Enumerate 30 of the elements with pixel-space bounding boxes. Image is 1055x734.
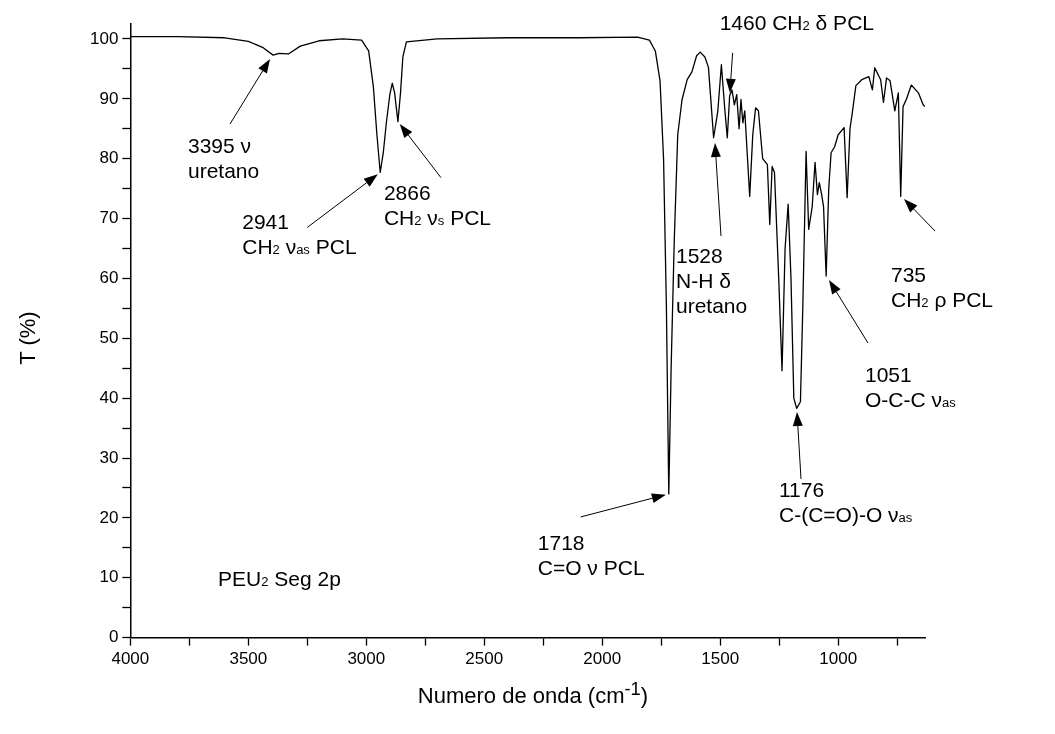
annotation: 1051 O-C-C νas — [865, 363, 957, 412]
x-tick-label: 2500 — [465, 649, 504, 669]
y-tick-label: 90 — [99, 88, 119, 108]
x-tick-label: 4000 — [111, 649, 150, 669]
annotation: 3395 ν uretano — [188, 134, 260, 183]
annotation: 1460 CH2 δ PCL — [719, 11, 874, 35]
y-tick-label: 60 — [99, 268, 119, 288]
y-tick-label: 40 — [99, 387, 119, 407]
y-tick-label: 30 — [99, 447, 119, 467]
x-tick-label: 1000 — [819, 649, 858, 669]
y-tick-label: 10 — [99, 567, 119, 587]
annotation: 2941 CH2 νas PCL — [242, 209, 357, 258]
annotation: 735 CH2 ρ PCL — [891, 263, 994, 312]
x-axis-title: Numero de onda (cm$^{-1}$) — [416, 678, 650, 710]
y-tick-label: 70 — [99, 208, 119, 228]
y-tick-label: 50 — [99, 327, 119, 347]
annotation: 1176 C-(C=O)-O νas — [779, 478, 913, 527]
x-tick-label: 3500 — [229, 649, 268, 669]
x-tick-label: 3000 — [347, 649, 386, 669]
annotation: 1718 C=O ν PCL — [537, 531, 645, 580]
y-tick-label: 80 — [99, 148, 119, 168]
annotation: 2866 CH2 νs PCL — [383, 180, 492, 229]
annotation: 1528 N-H δ uretano — [676, 244, 748, 318]
y-axis-title: T (%) — [15, 311, 41, 365]
y-tick-label: 20 — [99, 507, 119, 527]
x-tick-label: 1500 — [701, 649, 740, 669]
x-tick-label: 2000 — [583, 649, 622, 669]
y-tick-label: 0 — [108, 627, 119, 647]
annotation: PEU2 Seg 2p — [218, 567, 341, 591]
y-tick-label: 100 — [89, 28, 119, 48]
